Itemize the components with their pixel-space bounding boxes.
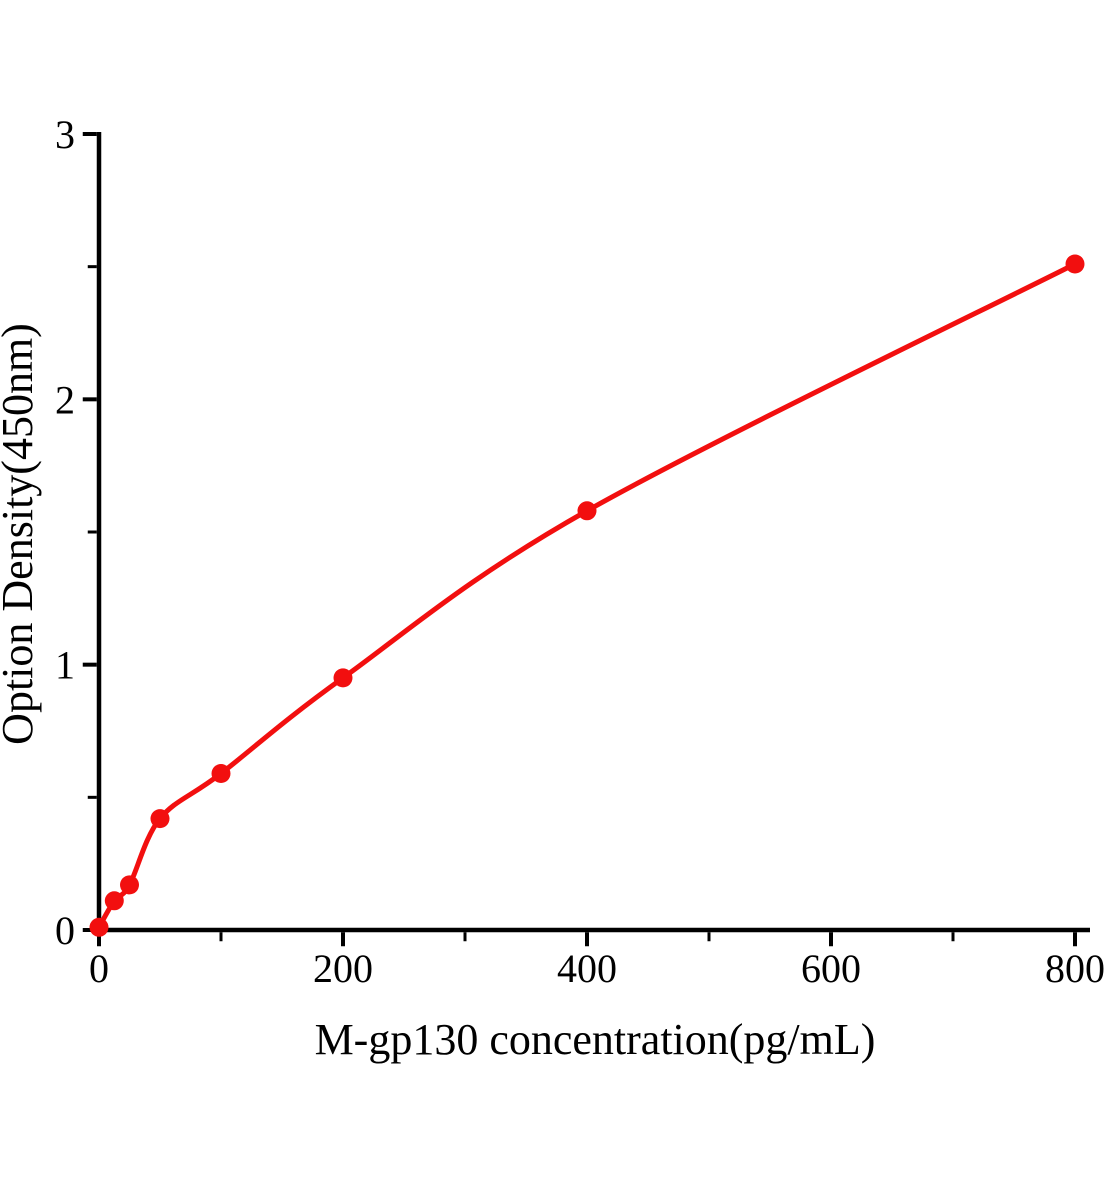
data-point [1065,254,1085,274]
y-axis-title: Option Density(450nm) [0,323,42,745]
y-tick-label: 2 [55,377,75,422]
x-tick-label: 200 [313,946,373,991]
data-point [120,875,139,895]
y-tick-label: 1 [55,643,75,688]
data-point [211,764,231,783]
x-tick-label: 0 [89,946,109,991]
data-point [150,809,170,829]
tick-labels: 0 200 400 600 800 0 1 2 3 [55,112,1104,991]
x-axis-title: M-gp130 concentration(pg/mL) [315,1015,876,1064]
y-tick-label: 0 [55,908,75,953]
y-tick-label: 3 [55,112,75,157]
data-points [89,254,1085,937]
data-point [104,891,124,911]
standard-curve-line [96,261,1078,930]
x-tick-label: 400 [557,946,617,991]
x-tick-label: 800 [1045,946,1104,991]
data-point [577,501,597,521]
axes [82,132,1090,947]
data-point [89,917,109,937]
x-tick-label: 600 [801,946,861,991]
data-point [333,668,353,688]
